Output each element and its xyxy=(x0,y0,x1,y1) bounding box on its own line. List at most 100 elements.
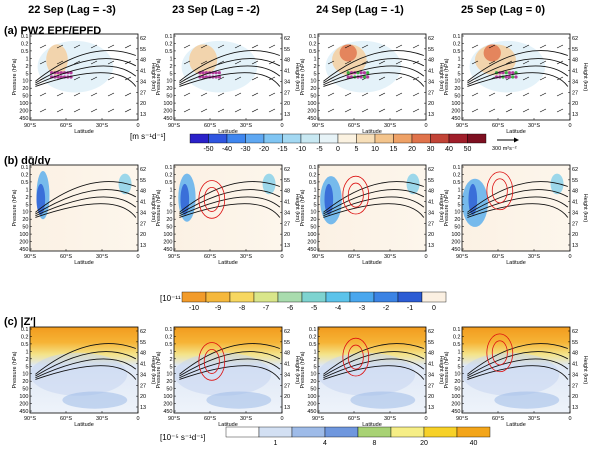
ytick-label: 200 xyxy=(451,109,460,115)
xtick-label: 0 xyxy=(280,254,283,260)
y2tick-label: 55 xyxy=(428,340,434,346)
panel-frame xyxy=(461,326,571,414)
y2tick-label: 20 xyxy=(284,394,290,400)
flux-arrow xyxy=(200,92,208,97)
ytick-label: 0.5 xyxy=(21,342,29,348)
significance-dot xyxy=(59,71,63,75)
flux-arrow xyxy=(90,60,98,65)
ytick-label: 20 xyxy=(22,86,28,92)
ytick-label: 20 xyxy=(454,217,460,223)
wind-contour xyxy=(179,189,281,215)
significance-dot xyxy=(69,71,73,75)
ytick-label: 0.2 xyxy=(309,172,317,178)
panel-r2-c3: 0.10.20.51251020501002004506255484134272… xyxy=(300,164,444,266)
ytick-label: 450 xyxy=(163,247,172,253)
ytick-label: 0.5 xyxy=(309,49,317,55)
wind-contour xyxy=(35,365,137,380)
field-blue-band xyxy=(318,352,416,396)
y2tick-label: 62 xyxy=(572,36,578,42)
field-blue-low xyxy=(62,391,128,409)
field-blue-low xyxy=(494,391,560,409)
wind-contour xyxy=(35,351,137,377)
flux-arrow xyxy=(327,92,335,97)
ytick-label: 0.2 xyxy=(453,172,461,178)
y2tick-label: 20 xyxy=(572,101,578,107)
ytick-label: 5 xyxy=(313,71,316,77)
y-axis-label: Pressure (hPa) xyxy=(444,351,450,388)
y2tick-label: 34 xyxy=(284,79,290,85)
y2tick-label: 27 xyxy=(572,221,578,227)
x-axis-label: Latitude xyxy=(362,260,382,266)
xtick-label: 90°S xyxy=(456,123,468,129)
xtick-label: 30°S xyxy=(384,123,396,129)
flux-arrow xyxy=(251,60,259,65)
y2tick-label: 20 xyxy=(284,232,290,238)
xtick-label: 60°S xyxy=(60,416,72,422)
flux-arrow xyxy=(488,60,496,65)
xtick-label: 0 xyxy=(136,254,139,260)
significance-dot xyxy=(217,71,221,75)
wind-contour xyxy=(467,181,568,213)
colorbar-swatch xyxy=(411,133,431,144)
ytick-label: 5 xyxy=(169,71,172,77)
y2tick-label: 48 xyxy=(428,189,434,195)
significance-dot xyxy=(201,75,205,79)
colorbar-label: -1 xyxy=(407,305,413,312)
y2tick-label: 34 xyxy=(140,210,146,216)
ytick-label: 50 xyxy=(454,387,460,393)
flux-arrow xyxy=(183,92,191,97)
y2tick-label: 13 xyxy=(572,243,578,249)
ytick-label: 0.5 xyxy=(165,180,173,186)
wind-contour xyxy=(179,181,280,213)
flux-arrow xyxy=(539,60,547,65)
ytick-label: 0.5 xyxy=(453,180,461,186)
y2-axis-label: Height (km) xyxy=(150,194,156,223)
y2tick-label: 48 xyxy=(140,58,146,64)
xtick-label: 60°S xyxy=(492,416,504,422)
wind-contour xyxy=(467,72,569,87)
y2tick-label: 34 xyxy=(428,372,434,378)
red-contour xyxy=(491,178,508,204)
field-negative-patch-east xyxy=(406,173,420,195)
y2tick-label: 62 xyxy=(140,36,146,42)
wind-contour xyxy=(323,50,424,82)
ytick-label: 10 xyxy=(22,79,28,85)
column-title-1: 22 Sep (Lag = -3) xyxy=(28,4,116,16)
ytick-label: 20 xyxy=(166,86,172,92)
wind-contour xyxy=(179,58,281,84)
ytick-label: 100 xyxy=(19,101,28,107)
significance-dot xyxy=(59,75,63,79)
colorbar-label: 50 xyxy=(464,146,472,153)
xtick-label: 30°S xyxy=(240,123,252,129)
ytick-label: 1 xyxy=(313,56,316,62)
y2tick-label: 48 xyxy=(428,351,434,357)
significance-dot xyxy=(366,71,370,75)
wind-contour xyxy=(35,181,136,213)
significance-dot xyxy=(217,75,221,79)
y2tick-label: 48 xyxy=(284,58,290,64)
wind-contour xyxy=(179,196,281,217)
flux-arrow xyxy=(378,76,386,81)
y-axis-label: Pressure (hPa) xyxy=(156,189,162,226)
flux-arrow xyxy=(217,92,225,97)
colorbar-swatch xyxy=(430,133,450,144)
y2tick-label: 20 xyxy=(428,101,434,107)
ytick-label: 200 xyxy=(163,240,172,246)
significance-dot xyxy=(201,71,205,75)
colorbar-swatch xyxy=(467,133,487,144)
y2tick-label: 13 xyxy=(140,243,146,249)
flux-arrow xyxy=(471,108,479,113)
ytick-label: 5 xyxy=(313,364,316,370)
flux-arrow xyxy=(251,92,259,97)
ytick-label: 200 xyxy=(307,402,316,408)
ytick-label: 20 xyxy=(166,379,172,385)
colorbar-swatch xyxy=(325,291,351,303)
wind-contour xyxy=(467,189,569,215)
y-axis-label: Pressure (hPa) xyxy=(444,58,450,95)
colorbar-swatch xyxy=(448,133,468,144)
xtick-label: 30°S xyxy=(384,254,396,260)
y2tick-label: 20 xyxy=(572,394,578,400)
ytick-label: 100 xyxy=(19,232,28,238)
xtick-label: 60°S xyxy=(204,416,216,422)
colorbar-label: -20 xyxy=(259,146,269,153)
